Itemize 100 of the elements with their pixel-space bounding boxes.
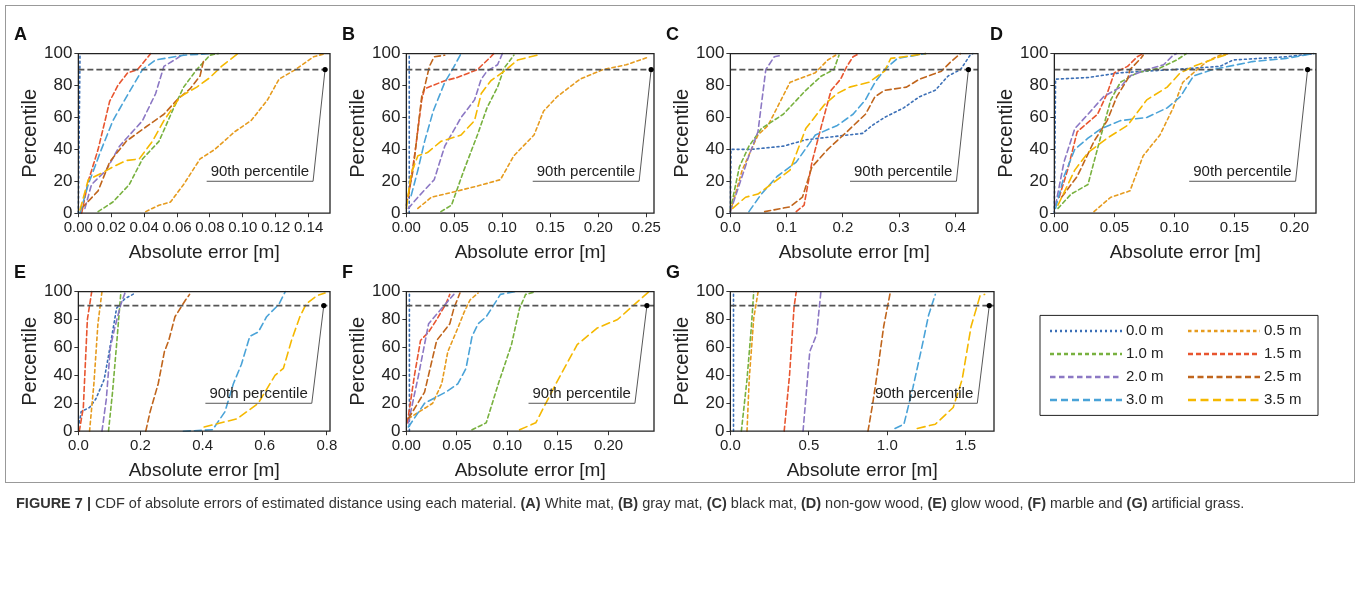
y-tick-label: 20 [381, 170, 401, 190]
x-tick-label: 0.08 [195, 218, 225, 236]
y-tick-label: 100 [695, 281, 725, 301]
y-axis-title: Percentile [345, 316, 368, 406]
annotation: 90th percentile [532, 384, 631, 402]
x-tick-label: 0.4 [945, 218, 966, 236]
legend-label: 1.5 m [1264, 344, 1302, 362]
y-tick-label: 20 [705, 170, 725, 190]
y-axis-title: Percentile [669, 316, 692, 406]
y-axis-title: Percentile [669, 88, 692, 178]
y-tick-label: 80 [381, 309, 401, 329]
y-axis-title: Percentile [993, 88, 1016, 178]
x-axis-title: Absolute error [m] [786, 458, 938, 480]
y-tick-label: 60 [705, 107, 725, 127]
y-tick-label: 20 [705, 392, 725, 412]
y-axis-title: Percentile [17, 316, 40, 406]
y-tick-label: 20 [53, 170, 73, 190]
x-tick-label: 0.15 [543, 436, 573, 454]
annotation: 90th percentile [209, 384, 308, 402]
y-tick-label: 60 [381, 337, 401, 357]
y-tick-label: 60 [381, 107, 401, 127]
y-tick-label: 100 [371, 43, 401, 63]
x-tick-label: 0.05 [442, 436, 472, 454]
y-tick-label: 60 [53, 337, 73, 357]
chart-title: G [666, 261, 681, 282]
x-tick-label: 0.02 [96, 218, 126, 236]
y-tick-label: 40 [1029, 139, 1049, 159]
x-tick-label: 0.10 [228, 218, 258, 236]
y-tick-label: 100 [371, 281, 401, 301]
x-axis-title: Absolute error [m] [128, 458, 280, 480]
x-tick-label: 0.6 [254, 436, 276, 454]
y-tick-label: 20 [53, 392, 73, 412]
annotation: 90th percentile [854, 162, 953, 180]
y-tick-label: 40 [53, 365, 73, 385]
y-tick-label: 80 [705, 309, 725, 329]
legend-label: 2.0 m [1126, 367, 1164, 385]
y-tick-label: 60 [1029, 107, 1049, 127]
x-axis-title: Absolute error [m] [454, 458, 606, 480]
x-tick-label: 0.06 [162, 218, 192, 236]
y-tick-label: 100 [695, 43, 725, 63]
annotation: 90th percentile [874, 384, 974, 402]
chart-title: C [666, 23, 679, 44]
x-tick-label: 0.25 [631, 218, 661, 236]
chart-title: E [14, 261, 27, 282]
text: FIGURE 7 | CDF of absolute errors of estimated distance using each material. (A) White mat, (B) gray mat, (C) black mat, (D) non-gow wood, (E) glow wood, (F) marble and (G) artificial grass. [16, 495, 1245, 511]
chart-title: D [990, 23, 1003, 44]
legend-label: 3.5 m [1264, 390, 1302, 408]
y-tick-label: 100 [1019, 43, 1049, 63]
annotation: 90th percentile [536, 162, 636, 180]
y-tick-label: 60 [53, 107, 73, 127]
x-tick-label: 0.8 [316, 436, 338, 454]
x-tick-label: 0.20 [583, 218, 613, 236]
y-tick-label: 40 [381, 139, 401, 159]
x-axis-title: Absolute error [m] [128, 240, 280, 262]
x-tick-label: 0.10 [492, 436, 523, 454]
y-tick-label: 80 [381, 75, 401, 95]
x-tick-label: 0.4 [192, 436, 214, 454]
x-tick-label: 0.12 [261, 218, 291, 236]
x-tick-label: 0.3 [888, 218, 910, 236]
x-axis-title: Absolute error [m] [454, 240, 606, 262]
x-tick-label: 0.04 [129, 218, 159, 236]
x-tick-label: 0.5 [798, 436, 820, 454]
x-tick-label: 0.10 [1159, 218, 1189, 236]
y-tick-label: 80 [705, 75, 725, 95]
legend-label: 0.0 m [1126, 321, 1164, 339]
y-tick-label: 40 [53, 139, 73, 159]
x-tick-label: 0.20 [593, 436, 624, 454]
chart-title: B [342, 23, 355, 44]
x-tick-label: 0.14 [294, 218, 324, 236]
legend-label: 3.0 m [1126, 390, 1164, 408]
x-tick-label: 0.20 [1279, 218, 1309, 236]
legend-label: 1.0 m [1126, 344, 1164, 362]
legend-label: 0.5 m [1264, 321, 1302, 339]
y-tick-label: 80 [53, 309, 73, 329]
x-tick-label: 0.15 [1219, 218, 1249, 236]
legend-label: 2.5 m [1264, 367, 1302, 385]
x-tick-label: 0.15 [535, 218, 565, 236]
y-axis-title: Percentile [345, 88, 368, 178]
x-axis-title: Absolute error [m] [778, 240, 930, 262]
x-tick-label: 1.0 [876, 436, 898, 454]
y-axis-title: Percentile [17, 88, 40, 178]
chart-title: A [14, 23, 27, 44]
y-tick-label: 40 [705, 365, 725, 385]
y-tick-label: 20 [381, 392, 401, 412]
x-tick-label: 0.2 [130, 436, 151, 454]
chart-title: F [342, 261, 353, 282]
x-tick-label: 0.10 [487, 218, 517, 236]
y-tick-label: 60 [705, 337, 725, 357]
x-tick-label: 0.05 [1099, 218, 1129, 236]
x-tick-label: 0.2 [832, 218, 854, 236]
y-tick-label: 40 [381, 365, 401, 385]
x-tick-label: 0.1 [776, 218, 798, 236]
x-tick-label: 0.05 [439, 218, 469, 236]
y-tick-label: 40 [705, 139, 725, 159]
y-tick-label: 100 [43, 43, 73, 63]
x-tick-label: 1.5 [955, 436, 977, 454]
annotation: 90th percentile [210, 162, 310, 180]
y-tick-label: 100 [43, 281, 73, 301]
y-tick-label: 80 [53, 75, 73, 95]
annotation: 90th percentile [1193, 162, 1292, 180]
